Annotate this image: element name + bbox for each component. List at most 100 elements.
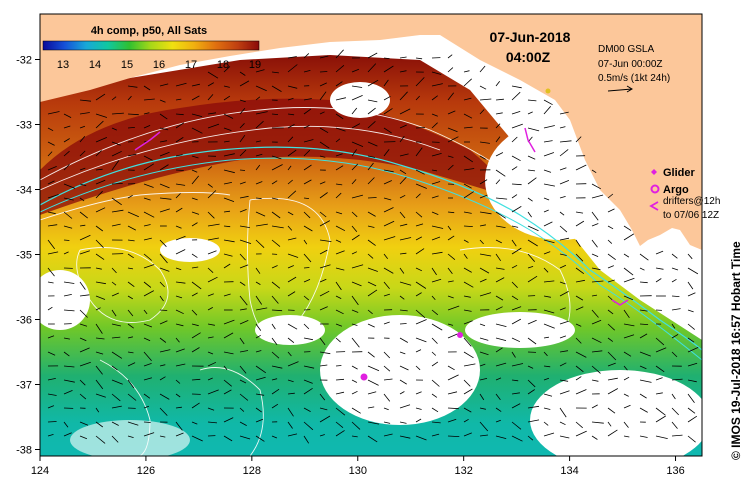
velocity-arrow	[335, 138, 341, 143]
velocity-arrow	[63, 421, 69, 428]
velocity-arrow	[623, 267, 634, 276]
velocity-arrow	[271, 113, 279, 115]
velocity-arrow	[559, 320, 569, 325]
velocity-arrow	[239, 308, 247, 311]
velocity-arrow	[271, 378, 278, 381]
velocity-arrow	[191, 421, 198, 425]
velocity-arrow	[255, 281, 261, 285]
velocity-arrow	[511, 166, 518, 171]
marker-legend: Glider Argo drifters@12h to 07/06 12Z	[649, 167, 720, 221]
velocity-arrow	[415, 292, 422, 297]
color-scale-tick: 18	[217, 59, 229, 71]
velocity-arrow	[655, 267, 664, 270]
velocity-arrow	[223, 389, 232, 395]
velocity-arrow	[655, 377, 663, 381]
velocity-arrow	[591, 435, 598, 440]
velocity-arrow	[255, 197, 262, 200]
velocity-arrow	[287, 379, 294, 383]
gsla-label: DM00 GSLA	[598, 44, 654, 55]
velocity-arrow	[607, 279, 615, 283]
velocity-arrow	[175, 432, 184, 437]
velocity-arrow	[335, 309, 344, 315]
velocity-arrow	[479, 155, 486, 160]
velocity-arrow	[159, 164, 169, 171]
velocity-arrow	[47, 239, 56, 250]
velocity-arrow	[143, 183, 154, 188]
velocity-arrow	[607, 377, 618, 381]
velocity-arrow	[239, 134, 246, 143]
velocity-arrow	[271, 337, 278, 345]
velocity-arrow	[95, 365, 103, 375]
velocity-arrow	[447, 323, 454, 326]
velocity-arrow	[239, 181, 246, 185]
velocity-arrow	[415, 281, 427, 289]
velocity-arrows	[47, 49, 699, 444]
velocity-arrow	[303, 164, 312, 171]
velocity-arrow	[127, 435, 134, 438]
velocity-arrow	[223, 253, 233, 257]
velocity-arrow	[415, 211, 423, 218]
velocity-arrow	[127, 211, 139, 218]
argo-icon	[650, 184, 660, 194]
velocity-arrow	[159, 83, 169, 87]
velocity-arrow	[687, 407, 696, 414]
velocity-arrow	[111, 127, 117, 131]
velocity-arrow	[383, 421, 391, 424]
y-tick-label: -34	[16, 185, 32, 197]
velocity-arrow	[511, 363, 524, 367]
velocity-arrow	[431, 195, 439, 199]
velocity-arrow	[319, 91, 327, 101]
velocity-arrow	[543, 183, 555, 187]
velocity-arrow	[399, 365, 409, 371]
velocity-arrow	[639, 407, 648, 413]
x-tick-label: 136	[666, 465, 684, 477]
velocity-arrow	[687, 393, 695, 404]
velocity-arrow	[527, 127, 540, 132]
velocity-arrow	[239, 225, 250, 228]
velocity-arrow	[335, 192, 342, 199]
velocity-arrow	[255, 376, 266, 381]
velocity-arrow	[607, 208, 615, 213]
velocity-arrow	[143, 377, 153, 381]
velocity-arrow	[351, 211, 358, 218]
velocity-arrow	[239, 393, 249, 401]
velocity-arrow	[255, 111, 268, 115]
velocity-arrow	[175, 309, 184, 315]
velocity-arrow	[671, 421, 678, 429]
velocity-arrow	[559, 111, 569, 115]
velocity-arrow	[543, 309, 555, 314]
velocity-arrow	[479, 109, 485, 115]
velocity-arrow	[111, 183, 123, 185]
velocity-arrow	[527, 389, 535, 395]
velocity-arrow	[367, 239, 376, 246]
x-tick-label: 132	[455, 465, 473, 477]
velocity-arrow	[63, 309, 75, 312]
velocity-arrow	[191, 281, 202, 290]
velocity-arrow	[271, 265, 278, 269]
velocity-arrow	[415, 337, 427, 343]
velocity-arrow	[671, 434, 683, 437]
velocity-arrow	[127, 239, 135, 242]
velocity-arrow	[351, 390, 358, 395]
velocity-arrow	[591, 309, 599, 318]
velocity-arrow	[463, 113, 473, 119]
velocity-arrow	[159, 208, 170, 213]
velocity-arrow	[351, 179, 357, 185]
argo-marker	[545, 88, 551, 94]
velocity-arrow	[79, 281, 86, 290]
velocity-arrow	[559, 211, 565, 216]
velocity-arrow	[63, 251, 69, 255]
velocity-arrow	[431, 113, 438, 117]
velocity-arrow	[559, 350, 569, 353]
velocity-arrow	[431, 337, 438, 344]
velocity-arrow	[559, 149, 569, 157]
velocity-arrow	[255, 350, 262, 353]
velocity-arrow	[191, 435, 203, 442]
velocity-arrow	[95, 225, 104, 232]
velocity-arrow	[671, 323, 676, 329]
velocity-arrow	[287, 97, 294, 101]
velocity-arrow	[271, 295, 279, 304]
velocity-arrow	[431, 433, 440, 437]
velocity-arrow	[655, 392, 663, 395]
velocity-arrow	[175, 348, 185, 353]
